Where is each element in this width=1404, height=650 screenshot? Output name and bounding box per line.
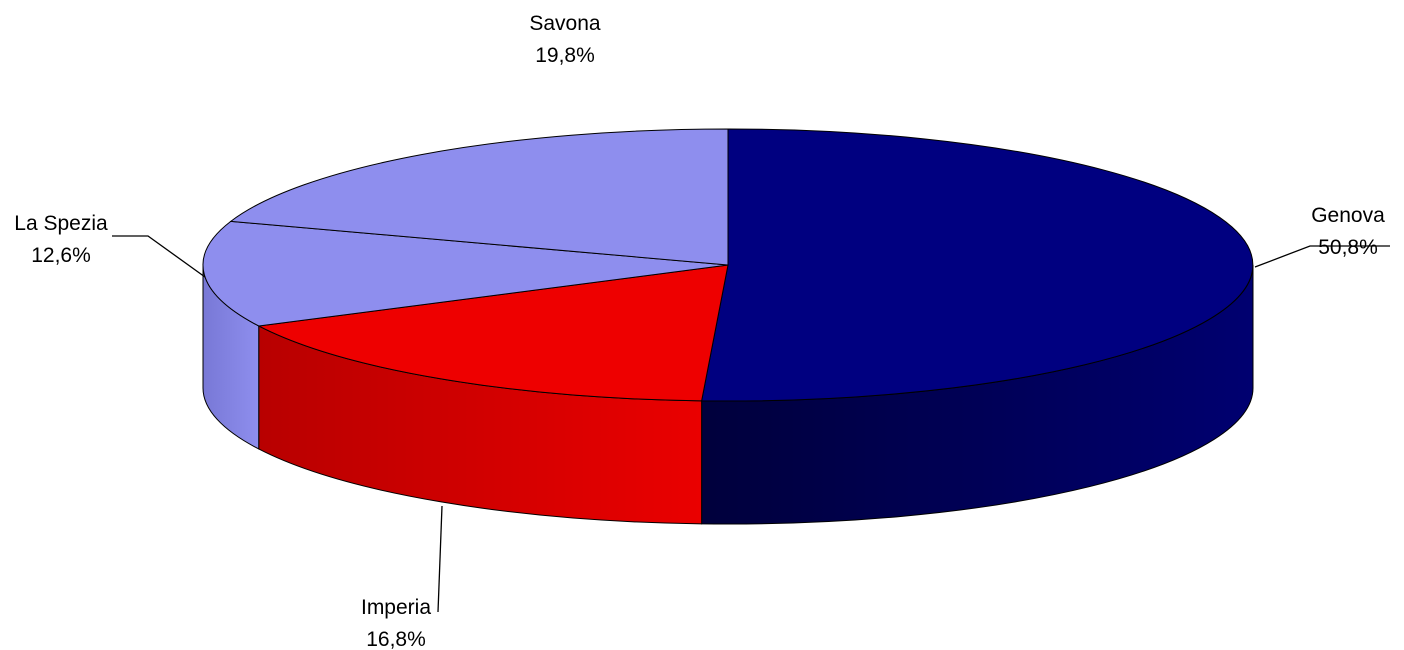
slice-savona	[229, 128, 729, 266]
percent-imperia: 16,8%	[366, 628, 426, 650]
slice-genova	[701, 128, 1254, 402]
leader-line-genova	[1254, 245, 1390, 268]
leader-lines	[112, 235, 1390, 613]
leader-line-la-spezia	[112, 235, 206, 278]
leader-line-imperia	[437, 505, 443, 613]
label-la-spezia: La Spezia	[14, 212, 108, 235]
percent-savona: 19,8%	[535, 44, 595, 67]
pie-tops	[202, 128, 1254, 402]
slice-labels: Genova 50,8% Imperia 16,8% La Spezia 12,6% Sav…	[14, 12, 1385, 650]
slice-la-spezia	[202, 220, 729, 327]
label-genova: Genova	[1311, 204, 1385, 227]
pie-sides	[202, 264, 1254, 525]
slice-imperia	[257, 264, 729, 402]
percent-la-spezia: 12,6%	[31, 244, 91, 267]
label-imperia: Imperia	[361, 596, 431, 619]
label-savona: Savona	[529, 12, 601, 35]
percent-genova: 50,8%	[1318, 236, 1378, 259]
